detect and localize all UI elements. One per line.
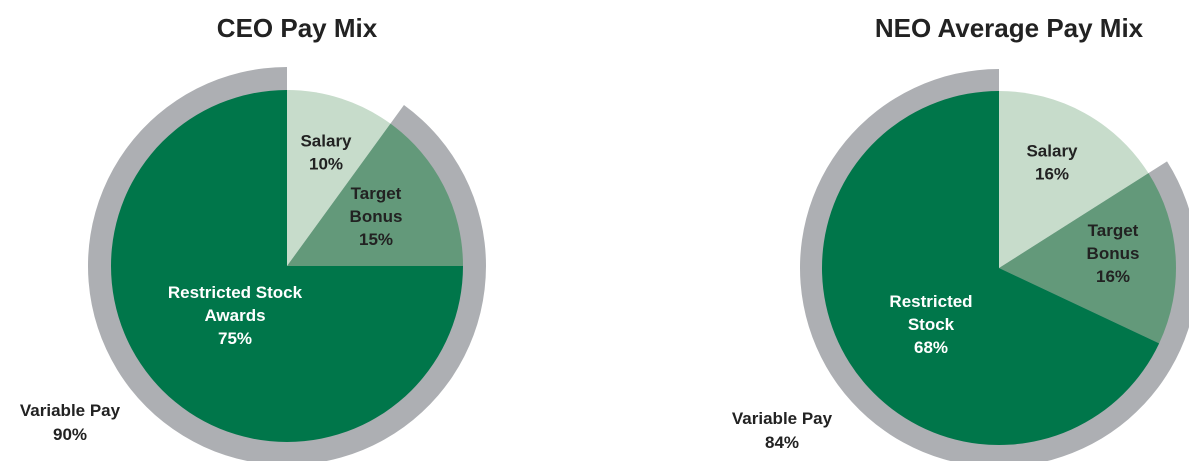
chart-title: NEO Average Pay Mix xyxy=(875,13,1144,43)
slice-label-restricted: Restricted Stock 68% xyxy=(889,292,972,357)
pie-slice-restricted xyxy=(111,90,463,442)
pie-slice-salary xyxy=(287,89,391,266)
slice-label-salary: Salary 16% xyxy=(1026,142,1078,184)
variable-pay-label: Variable Pay xyxy=(20,401,121,420)
variable-pay-value: 84% xyxy=(765,433,799,452)
pie-slice-bonus xyxy=(287,123,463,266)
variable-pay-value: 90% xyxy=(53,425,87,444)
pie-slice-restricted xyxy=(821,90,1160,445)
slice-label-salary: Salary 10% xyxy=(300,132,352,174)
slice-label-bonus: Target Bonus 16% xyxy=(1087,221,1140,286)
slice-label-restricted: Restricted Stock Awards 75% xyxy=(168,283,303,348)
variable-pay-label: Variable Pay xyxy=(732,409,833,428)
chart-title: CEO Pay Mix xyxy=(217,13,378,43)
pie-slice-salary xyxy=(999,91,1149,268)
ceo-pay-mix-chart: CEO Pay Mix Salary 10% Target Bonus 15% Restr… xyxy=(20,13,486,461)
pie-slice-bonus xyxy=(999,173,1176,344)
slice-label-bonus: Target Bonus 15% xyxy=(350,184,403,249)
neo-average-pay-mix-chart: NEO Average Pay Mix Salary 16%Target Bonus… xyxy=(732,13,1189,461)
